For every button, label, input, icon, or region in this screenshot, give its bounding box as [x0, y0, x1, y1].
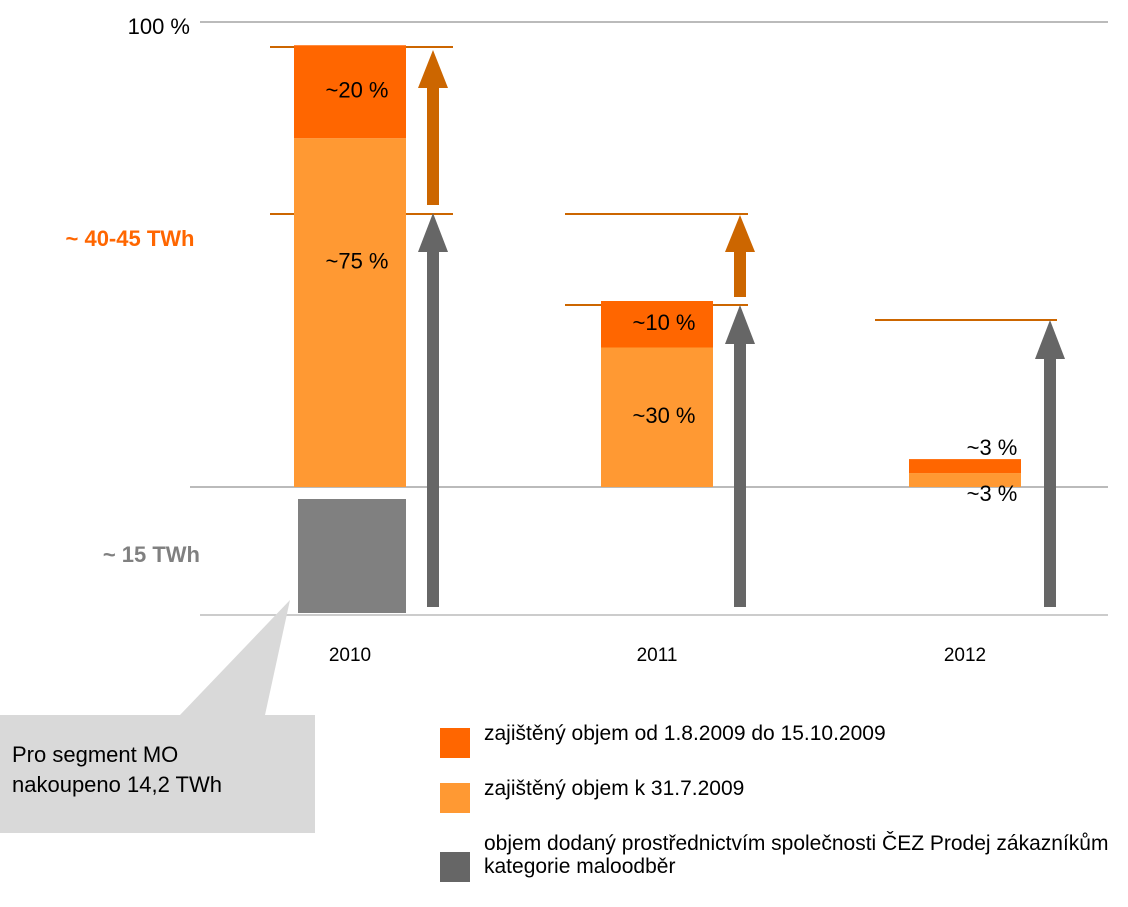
value-label: ~30 % — [633, 403, 696, 428]
x-tick-label: 2010 — [329, 645, 371, 666]
legend-swatch — [440, 852, 470, 882]
bar-segment — [601, 301, 713, 348]
callout-line: nakoupeno 14,2 TWh — [12, 772, 222, 797]
callout-line: Pro segment MO — [12, 742, 179, 767]
annotation: ~ 40-45 TWh — [66, 226, 195, 251]
legend-label: zajištěný objem k 31.7.2009 — [484, 777, 745, 800]
value-label: ~3 % — [967, 435, 1018, 460]
legend-swatch — [440, 728, 470, 758]
value-label: ~75 % — [326, 248, 389, 273]
x-tick-label: 2012 — [944, 645, 986, 666]
legend-item: zajištěný objem k 31.7.2009 — [440, 777, 1128, 813]
bar-segment — [294, 45, 406, 139]
arrows — [418, 50, 1065, 607]
bar-segment — [909, 459, 1021, 474]
value-label: ~3 % — [967, 481, 1018, 506]
callout-box — [0, 600, 315, 833]
value-label: ~10 % — [633, 310, 696, 335]
legend-label: zajištěný objem od 1.8.2009 do 15.10.200… — [484, 722, 886, 745]
legend-item: objem dodaný prostřednictvím společnosti… — [440, 832, 1128, 882]
callout-text: Pro segment MO nakoupeno 14,2 TWh — [12, 740, 222, 800]
x-tick-label: 2011 — [637, 645, 678, 666]
legend: zajištěný objem od 1.8.2009 do 15.10.200… — [440, 722, 1128, 907]
value-label: ~ 15 TWh — [103, 542, 200, 567]
bar-segment — [909, 473, 1021, 487]
bar-below — [298, 499, 406, 613]
value-label: ~20 % — [326, 78, 389, 103]
page: {"chart_data": {"type": "bar", "stacked"… — [0, 13, 1109, 882]
legend-swatch — [440, 783, 470, 813]
bar-segment — [294, 138, 406, 487]
y-tick-label: 100 % — [128, 14, 190, 39]
chart: ~ 40-45 TWh 100 % 2010 ~75 % ~20 % ~ 15 TWh 2… — [0, 14, 1108, 833]
legend-item: zajištěný objem od 1.8.2009 do 15.10.200… — [440, 722, 1128, 758]
bar-segment — [601, 347, 713, 487]
legend-label: objem dodaný prostřednictvím společnosti… — [484, 832, 1109, 878]
